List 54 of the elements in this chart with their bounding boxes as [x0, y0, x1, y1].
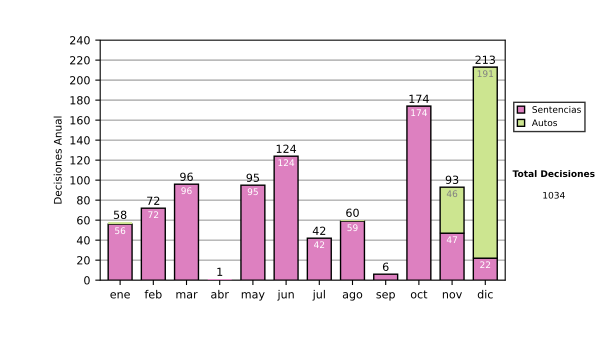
data-label: 96	[181, 187, 192, 194]
total-label: 95	[246, 174, 260, 182]
data-label: 95	[248, 188, 258, 196]
y-tick-label: 60	[77, 216, 90, 225]
total-label: 72	[147, 196, 160, 205]
data-label: 56	[115, 227, 126, 234]
x-tick-label: feb	[144, 290, 162, 298]
text: Total Decisiones	[512, 170, 595, 178]
total-label: 60	[346, 208, 359, 217]
x-tick-label: jul	[312, 290, 325, 301]
y-axis-title: Decisiones Anual	[54, 116, 62, 204]
y-tick-label: 20	[77, 256, 90, 265]
x-tick-label: ene	[110, 292, 130, 298]
data-label: 46	[446, 190, 458, 198]
total-label: 42	[312, 226, 326, 235]
x-tick-label: abr	[211, 290, 229, 298]
x-tick-label: ago	[342, 292, 362, 301]
data-label: 72	[148, 211, 158, 218]
total-label: 124	[276, 144, 296, 153]
total-label: 6	[382, 262, 389, 272]
data-label: 124	[278, 159, 294, 166]
total-label: 1	[217, 268, 222, 276]
y-tick-label: 220	[70, 56, 90, 65]
y-tick-label: 40	[76, 236, 90, 245]
total-label: 96	[180, 172, 193, 181]
x-tick-label: sep	[376, 292, 395, 301]
total-label: 213	[475, 56, 495, 64]
y-tick-label: 240	[70, 36, 90, 44]
x-tick-label: jun	[277, 290, 294, 301]
data-label: 59	[347, 224, 358, 232]
y-tick-label: 0	[84, 276, 90, 285]
legend-label: Sentencias	[532, 106, 581, 113]
total-label: 174	[410, 94, 429, 103]
y-tick-label: 120	[70, 156, 90, 165]
x-tick-label: mar	[176, 292, 198, 298]
x-tick-label: nov	[442, 292, 462, 298]
x-tick-label: oct	[410, 290, 428, 298]
y-tick-label: 80	[77, 196, 90, 205]
data-label: 42	[314, 241, 324, 248]
y-tick-label: 140	[70, 136, 90, 145]
data-label: 47	[446, 236, 458, 244]
y-tick-label: 160	[70, 116, 90, 125]
x-tick-label: may	[242, 292, 265, 301]
total-label: 58	[114, 210, 126, 219]
x-tick-label: dic	[478, 290, 493, 298]
data-label: 191	[478, 70, 494, 78]
data-label: 174	[411, 109, 427, 116]
y-tick-label: 180	[70, 96, 90, 105]
text: 1034	[543, 192, 565, 199]
data-label: 22	[480, 261, 490, 268]
legend-label: Autos	[532, 119, 558, 126]
total-label: 93	[446, 176, 458, 184]
y-tick-label: 200	[70, 76, 90, 85]
y-tick-label: 100	[70, 176, 90, 185]
